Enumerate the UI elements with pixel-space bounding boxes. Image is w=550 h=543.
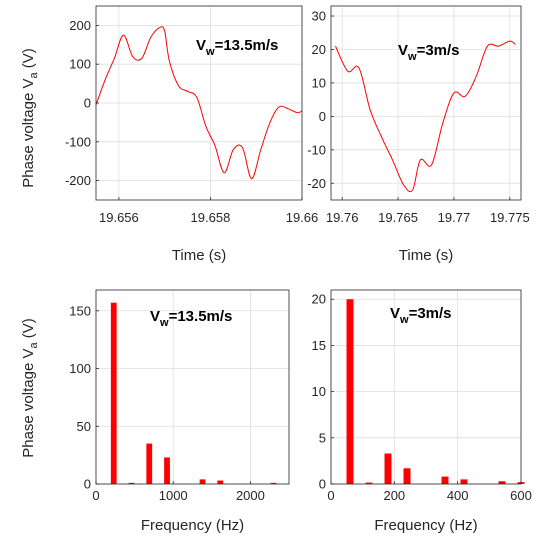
y-tick-label: 200 [69, 18, 91, 33]
x-tick-label: 19.658 [191, 210, 231, 225]
x-tick-label: 2000 [236, 488, 265, 503]
y-tick-label: 10 [312, 75, 326, 90]
x-tick-label: 0 [327, 488, 334, 503]
y-tick-label: 30 [312, 9, 326, 24]
y-tick-label: 0 [319, 109, 326, 124]
annotation-label: Vw=13.5m/s [150, 308, 232, 329]
x-tick-label: 600 [510, 488, 532, 503]
bar [164, 457, 170, 484]
y-tick-label: 50 [77, 419, 91, 434]
y-tick-label: 100 [69, 57, 91, 72]
x-tick-label: 19.656 [99, 210, 139, 225]
y-tick-label: 100 [69, 361, 91, 376]
x-tick-label: 19.66 [286, 210, 319, 225]
y-axis-label-top: Phase voltage Va (V) [20, 48, 40, 188]
y-tick-label: 10 [312, 384, 326, 399]
bar [403, 468, 411, 484]
bar [217, 480, 224, 484]
bar [441, 476, 449, 484]
chart-panel-1: 19.656 19.658 19.66 -200 -100 0 100 200 Time (s)… [65, 5, 319, 264]
x-tick-label: 19.77 [438, 210, 471, 225]
bar [128, 482, 135, 484]
axes-box [95, 289, 290, 485]
x-tick-label: 200 [383, 488, 405, 503]
bar [346, 299, 354, 484]
y-tick-label: -200 [65, 173, 91, 188]
axes-box [330, 5, 522, 201]
annotation-label: Vw=3m/s [398, 42, 460, 63]
bar [365, 482, 373, 484]
y-tick-label: 0 [84, 96, 91, 111]
chart-panel-4: 0 200 400 600 0 5 10 15 20 Frequency (Hz) Vw=3m/s [312, 289, 532, 534]
x-axis-label: Time (s) [399, 247, 453, 264]
series-line [95, 26, 303, 180]
y-tick-label: 0 [84, 477, 91, 492]
y-tick-label: 15 [312, 338, 326, 353]
chart-panel-2: 19.76 19.765 19.77 19.775 -20 -10 0 10 20 30 Time … [307, 5, 530, 264]
bar [146, 443, 153, 484]
x-axis-label: Frequency (Hz) [374, 517, 477, 534]
y-tick-label: 20 [312, 42, 326, 57]
y-tick-label: 20 [312, 292, 326, 307]
chart-panel-3: 0 1000 2000 0 50 100 150 Frequency (Hz) Vw=13.5m… [69, 289, 290, 534]
x-tick-label: 1000 [159, 488, 188, 503]
bar [498, 481, 506, 484]
bar [270, 482, 277, 484]
annotation-label: Vw=13.5m/s [196, 37, 278, 58]
x-tick-label: 400 [447, 488, 469, 503]
series-line [335, 40, 516, 193]
bar [110, 302, 117, 484]
y-tick-label: -20 [307, 176, 326, 191]
bar [384, 453, 392, 484]
y-tick-label: 5 [319, 430, 326, 445]
y-tick-label: 150 [69, 303, 91, 318]
y-tick-label: -10 [307, 142, 326, 157]
annotation-label: Vw=3m/s [390, 305, 452, 326]
x-tick-label: 19.775 [490, 210, 530, 225]
x-tick-label: 0 [92, 488, 99, 503]
x-axis-label: Frequency (Hz) [141, 517, 244, 534]
x-axis-label: Time (s) [172, 247, 226, 264]
y-axis-label-bottom: Phase voltage Va (V) [20, 318, 40, 458]
bar [199, 479, 206, 484]
y-tick-label: -100 [65, 134, 91, 149]
y-tick-label: 0 [319, 477, 326, 492]
x-tick-label: 19.765 [378, 210, 418, 225]
axes-box [330, 289, 522, 485]
x-tick-label: 19.76 [326, 210, 359, 225]
bar [460, 479, 468, 484]
